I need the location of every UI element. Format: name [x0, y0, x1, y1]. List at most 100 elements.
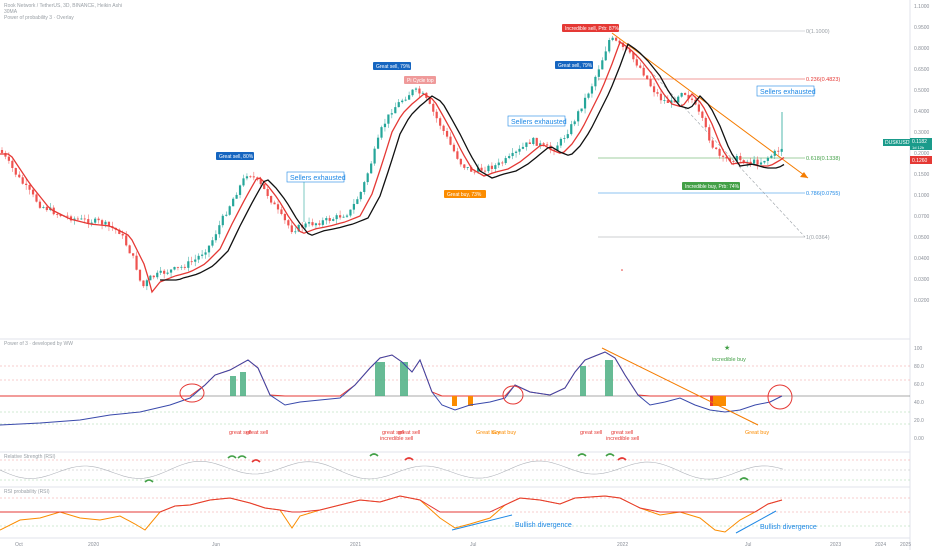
candle — [290, 225, 293, 233]
osc-signal: great sell — [398, 430, 420, 436]
signal-label-text: Incredible buy, Prb: 74% — [685, 184, 740, 190]
price-axis: 1.1000 0.9500 0.8000 0.6500 0.5000 0.4000 0.30… — [914, 4, 930, 304]
chart-header-title: Rook Network / TetherUS, 3D, BINANCE, He… — [4, 3, 122, 9]
candle — [756, 159, 759, 165]
fib-label-618: 0.618(0.1338) — [806, 156, 840, 162]
price-axis-label: 0.5000 — [914, 88, 930, 94]
time-axis-label: 2025 — [900, 542, 911, 548]
annotation-sellers-exhausted: Sellers exhausted — [290, 175, 346, 182]
osc-buy-bar — [580, 366, 586, 396]
osc2-title: Relative Strength (RSI) — [4, 454, 56, 460]
fib-label-786: 0.786(0.0755) — [806, 191, 840, 197]
candle — [149, 275, 152, 281]
candle — [452, 144, 456, 152]
candle — [94, 218, 97, 223]
candle — [666, 100, 669, 103]
candle — [187, 261, 190, 268]
candle — [183, 266, 186, 268]
candle — [749, 161, 752, 164]
candle — [366, 173, 369, 183]
chart-header-ma: 30MA — [4, 9, 18, 15]
candle — [56, 214, 59, 215]
osc-buy-bar — [400, 362, 408, 396]
signal-label-text: Incredible sell, Prb: 87% — [565, 26, 619, 32]
candle — [535, 137, 538, 146]
signal-label-box — [373, 62, 411, 70]
candle — [508, 156, 511, 159]
candle — [280, 209, 283, 214]
candle — [601, 60, 604, 70]
candle — [487, 165, 490, 172]
candle — [204, 252, 207, 255]
candle — [190, 261, 193, 263]
candle — [335, 215, 338, 220]
candle — [456, 151, 459, 159]
candle — [125, 235, 128, 246]
candle — [528, 142, 531, 145]
osc-buy-bar — [605, 360, 613, 396]
candle — [704, 117, 707, 128]
highlight-circle — [179, 383, 205, 403]
price-axis-label: 1.1000 — [914, 4, 930, 10]
candle — [580, 108, 583, 112]
candle — [435, 111, 438, 119]
candle — [411, 89, 414, 96]
candle — [759, 162, 763, 165]
candle — [4, 152, 7, 157]
candle — [76, 218, 79, 220]
incredible-buy-star-icon: ★ — [724, 344, 730, 352]
candle — [611, 37, 614, 41]
candle — [763, 160, 766, 163]
candle — [104, 221, 107, 225]
candle — [449, 136, 452, 145]
time-axis: Oct 2020 Jun 2021 Jul 2022 Jul 2023 2024 2025 — [15, 542, 911, 548]
candle — [107, 221, 111, 227]
candle — [463, 164, 466, 168]
candle — [711, 140, 714, 148]
candle — [432, 103, 435, 112]
candle — [90, 222, 93, 224]
candle — [604, 51, 607, 61]
candle — [225, 214, 228, 216]
candle — [439, 118, 442, 126]
candle — [590, 86, 594, 94]
candle — [69, 216, 73, 221]
highlight-circle — [502, 385, 524, 405]
candle — [559, 138, 562, 146]
candle — [673, 100, 676, 103]
annotation-sellers-exhausted: Sellers exhausted — [511, 119, 567, 126]
candle — [297, 224, 300, 232]
candle — [532, 137, 535, 145]
candle — [725, 156, 728, 159]
candle — [173, 266, 176, 270]
candle — [594, 76, 597, 87]
price-axis-label: 0.0300 — [914, 277, 930, 283]
price-axis-label: 0.0400 — [914, 256, 930, 262]
candle — [97, 218, 100, 221]
moving-average-black — [160, 42, 785, 281]
osc2-mark — [577, 453, 587, 457]
candle — [287, 220, 290, 226]
osc-signal: Great buy — [476, 430, 500, 436]
candle — [166, 272, 169, 274]
candle — [232, 198, 235, 207]
candle — [118, 229, 121, 235]
candle — [383, 123, 387, 128]
candle — [539, 143, 542, 146]
osc-title: Power of 3 · developed by WW — [4, 341, 73, 347]
candle — [363, 182, 366, 192]
signal-label-box — [562, 24, 619, 32]
price-axis-label: 0.3000 — [914, 130, 930, 136]
candle — [501, 162, 504, 164]
candle — [311, 222, 314, 226]
candle — [408, 95, 411, 100]
fib-label-1: 1(0.0364) — [806, 235, 830, 241]
time-axis-label: Jun — [212, 542, 220, 548]
candle — [83, 218, 86, 220]
candle — [14, 167, 17, 175]
osc2-mark — [617, 457, 627, 461]
candle — [180, 266, 183, 268]
trend-arrow-icon — [800, 172, 808, 178]
candle — [42, 206, 45, 208]
candle — [128, 245, 131, 254]
